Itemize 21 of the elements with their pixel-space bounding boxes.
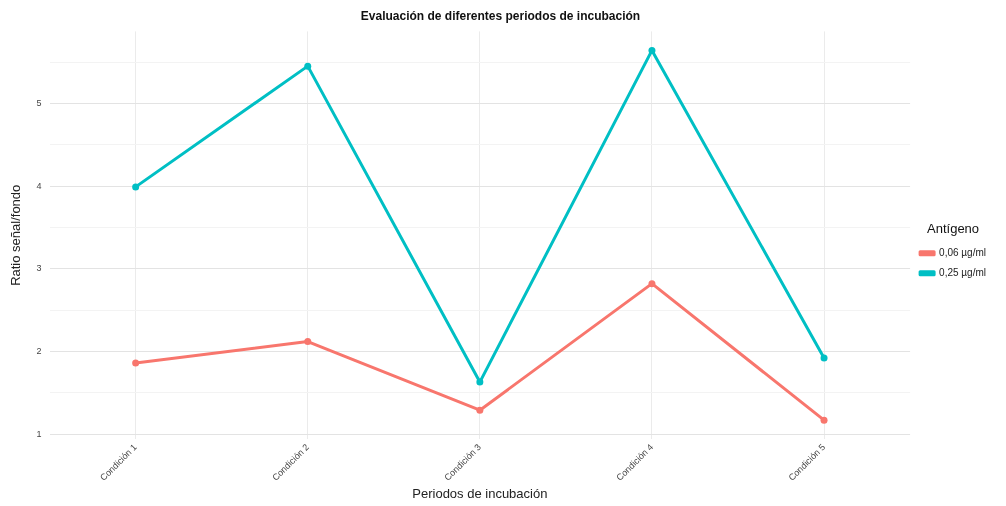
point	[648, 280, 656, 288]
x-axis-title: Periodos de incubación	[412, 485, 548, 501]
y-tick-label: 2	[36, 345, 42, 356]
legend-label: 0,06 µg/ml	[939, 247, 987, 259]
point	[132, 359, 140, 367]
y-tick-label: 5	[36, 97, 42, 108]
point	[476, 406, 484, 414]
y-axis-title: Ratio señal/fondo	[8, 184, 24, 286]
legend-title: Antígeno	[927, 220, 980, 236]
y-tick-label: 3	[36, 263, 42, 274]
point	[820, 416, 828, 424]
y-tick-label: 4	[36, 180, 42, 191]
y-tick-label: 1	[36, 428, 42, 439]
chart-title: Evaluación de diferentes periodos de incubación	[360, 8, 641, 23]
point	[648, 46, 656, 54]
point	[304, 338, 312, 346]
point	[476, 378, 484, 386]
point	[132, 183, 140, 191]
legend-label: 0,25 µg/ml	[939, 267, 987, 279]
point	[304, 62, 312, 70]
point	[820, 354, 828, 362]
